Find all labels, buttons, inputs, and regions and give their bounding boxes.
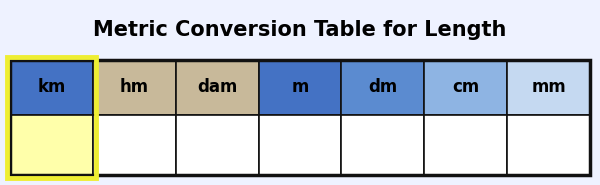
Bar [259,60,341,115]
Bar [341,60,424,115]
Bar [10,60,93,115]
Bar [10,115,93,175]
Bar [507,115,590,175]
Bar [93,115,176,175]
Text: hm: hm [120,78,149,97]
Bar [0,0,600,60]
Bar [176,115,259,175]
Text: dam: dam [197,78,238,97]
Text: m: m [292,78,308,97]
Bar [341,115,424,175]
Text: km: km [37,78,65,97]
Bar [424,115,507,175]
Bar [424,60,507,115]
Bar [259,115,341,175]
Bar [176,60,259,115]
Text: mm: mm [531,78,566,97]
Text: Metric Conversion Table for Length: Metric Conversion Table for Length [94,20,506,40]
Bar [10,60,590,175]
Bar [93,60,176,115]
Bar [7,57,96,178]
Bar [507,60,590,115]
Text: dm: dm [368,78,397,97]
Text: cm: cm [452,78,479,97]
